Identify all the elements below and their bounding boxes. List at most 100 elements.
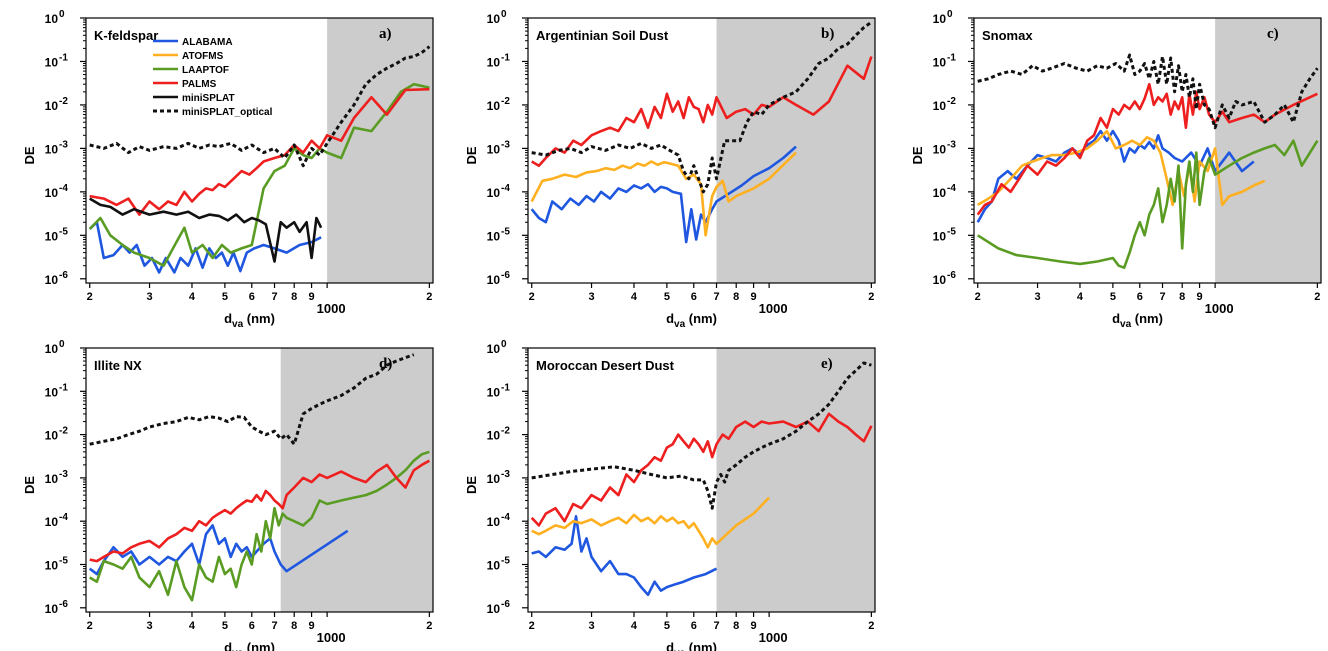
panel-3: 10-610-510-410-310-210-110 02 3 4 5 6 7 8 910002… bbox=[910, 9, 1322, 330]
x-tick-label: 1000 bbox=[317, 301, 346, 316]
x-tick-label: 2 bbox=[529, 620, 535, 632]
x-tick-label: 3 bbox=[588, 291, 594, 303]
panel-2: 10-610-510-410-310-210-110 02 3 4 5 6 7 8 910002… bbox=[464, 9, 876, 330]
y-tick-label: 10 bbox=[933, 273, 947, 287]
y-tick-exponent: -6 bbox=[59, 599, 68, 610]
legend-label: miniSPLAT_optical bbox=[182, 107, 273, 118]
x-tick-label: 3 bbox=[1034, 291, 1040, 303]
y-tick-label: 10 bbox=[487, 186, 501, 200]
y-tick-exponent: -6 bbox=[947, 270, 956, 281]
y-axis-label: DE bbox=[464, 146, 479, 164]
legend-label: PALMS bbox=[182, 79, 217, 90]
y-tick-label: 10 bbox=[45, 515, 59, 529]
y-tick-exponent: -4 bbox=[947, 183, 956, 194]
y-tick-label: 10 bbox=[45, 12, 59, 26]
y-tick-label: 10 bbox=[487, 229, 501, 243]
panel-title: Illite NX bbox=[94, 358, 142, 373]
series-line-minisplat-optical bbox=[977, 53, 1319, 130]
x-tick-label: 5 bbox=[664, 620, 670, 632]
x-axis-label: dva (nm) bbox=[1112, 311, 1163, 330]
x-tick-label: 7 bbox=[271, 620, 277, 632]
x-tick-label: 2 bbox=[426, 291, 432, 303]
y-tick-exponent: -5 bbox=[947, 226, 956, 237]
y-tick-exponent: -4 bbox=[59, 183, 68, 194]
y-tick-label: 10 bbox=[487, 515, 501, 529]
x-tick-label: 2 bbox=[868, 291, 874, 303]
x-tick-label: 6 bbox=[249, 620, 255, 632]
x-tick-label: 7 bbox=[271, 291, 277, 303]
series-line-minisplat-optical bbox=[531, 20, 873, 194]
y-tick-label: 10 bbox=[933, 99, 947, 113]
y-tick-exponent: -5 bbox=[501, 226, 510, 237]
x-axis-label: dva (nm) bbox=[224, 311, 275, 330]
y-tick-exponent: -3 bbox=[59, 139, 68, 150]
x-tick-label: 6 bbox=[249, 291, 255, 303]
y-tick-exponent: -2 bbox=[59, 96, 68, 107]
y-tick-label: 10 bbox=[487, 472, 501, 486]
y-tick-label: 10 bbox=[45, 559, 59, 573]
panel-label: c) bbox=[1267, 26, 1279, 42]
x-tick-label: 2 bbox=[426, 620, 432, 632]
panel-5: 10-610-510-410-310-210-110 02 3 4 5 6 7 8 910002… bbox=[464, 339, 876, 651]
y-tick-exponent: 0 bbox=[59, 339, 65, 350]
y-tick-label: 10 bbox=[933, 229, 947, 243]
x-axis-label: dva (nm) bbox=[224, 640, 275, 651]
x-tick-label: 6 bbox=[1137, 291, 1143, 303]
series-line-alabama bbox=[88, 220, 322, 274]
y-tick-exponent: -3 bbox=[501, 139, 510, 150]
y-tick-label: 10 bbox=[45, 229, 59, 243]
y-tick-exponent: -1 bbox=[59, 382, 68, 393]
y-tick-exponent: 0 bbox=[947, 9, 953, 20]
legend-label: ALABAMA bbox=[182, 37, 233, 48]
x-tick-label: 6 bbox=[691, 291, 697, 303]
x-tick-label: 5 bbox=[664, 291, 670, 303]
y-tick-label: 10 bbox=[45, 142, 59, 156]
y-tick-label: 10 bbox=[45, 55, 59, 69]
panel-4: 10-610-510-410-310-210-110 02 3 4 5 6 7 8 910002… bbox=[22, 339, 434, 651]
series-line-laaptof bbox=[89, 450, 430, 602]
y-tick-exponent: -1 bbox=[947, 52, 956, 63]
x-tick-label: 7 bbox=[1159, 291, 1165, 303]
series-line-atofms bbox=[531, 496, 771, 549]
series-line-alabama bbox=[88, 524, 349, 576]
y-tick-exponent: -4 bbox=[59, 512, 68, 523]
series-line-alabama bbox=[531, 514, 718, 597]
y-tick-label: 10 bbox=[487, 273, 501, 287]
x-tick-label: 2 bbox=[87, 291, 93, 303]
y-tick-label: 10 bbox=[933, 55, 947, 69]
panel-label: a) bbox=[379, 26, 392, 42]
y-tick-exponent: -3 bbox=[947, 139, 956, 150]
y-axis-label: DE bbox=[910, 146, 925, 164]
x-tick-label: 2 bbox=[975, 291, 981, 303]
panel-1: 10-610-510-410-310-210-110 02 3 4 5 6 7 8 910002… bbox=[22, 9, 434, 330]
x-tick-label: 1000 bbox=[1205, 301, 1234, 316]
y-tick-label: 10 bbox=[45, 186, 59, 200]
y-tick-exponent: 0 bbox=[59, 9, 65, 20]
x-tick-label: 4 bbox=[631, 291, 638, 303]
x-axis-label: dva (nm) bbox=[666, 311, 717, 330]
y-tick-label: 10 bbox=[45, 99, 59, 113]
y-tick-exponent: -4 bbox=[501, 183, 510, 194]
x-tick-label: 2 bbox=[1314, 291, 1320, 303]
shaded-region bbox=[1215, 18, 1321, 283]
x-tick-label: 4 bbox=[631, 620, 638, 632]
series-line-minisplat-optical bbox=[531, 361, 872, 510]
y-tick-label: 10 bbox=[45, 273, 59, 287]
series-line-alabama bbox=[530, 145, 797, 244]
y-tick-exponent: -6 bbox=[501, 270, 510, 281]
series-line-laaptof bbox=[88, 82, 430, 268]
x-tick-label: 9 bbox=[751, 291, 757, 303]
x-tick-label: 8 bbox=[733, 291, 739, 303]
y-tick-label: 10 bbox=[487, 559, 501, 573]
y-tick-exponent: -1 bbox=[501, 52, 510, 63]
x-tick-label: 1000 bbox=[759, 630, 788, 645]
x-tick-label: 9 bbox=[1197, 291, 1203, 303]
x-tick-label: 7 bbox=[713, 291, 719, 303]
x-tick-label: 7 bbox=[713, 620, 719, 632]
y-axis-label: DE bbox=[22, 146, 37, 164]
panel-title: Snomax bbox=[982, 28, 1033, 43]
y-tick-exponent: -6 bbox=[501, 599, 510, 610]
y-tick-exponent: -6 bbox=[59, 270, 68, 281]
series-line-minisplat-optical bbox=[89, 353, 415, 446]
y-tick-exponent: -5 bbox=[501, 556, 510, 567]
